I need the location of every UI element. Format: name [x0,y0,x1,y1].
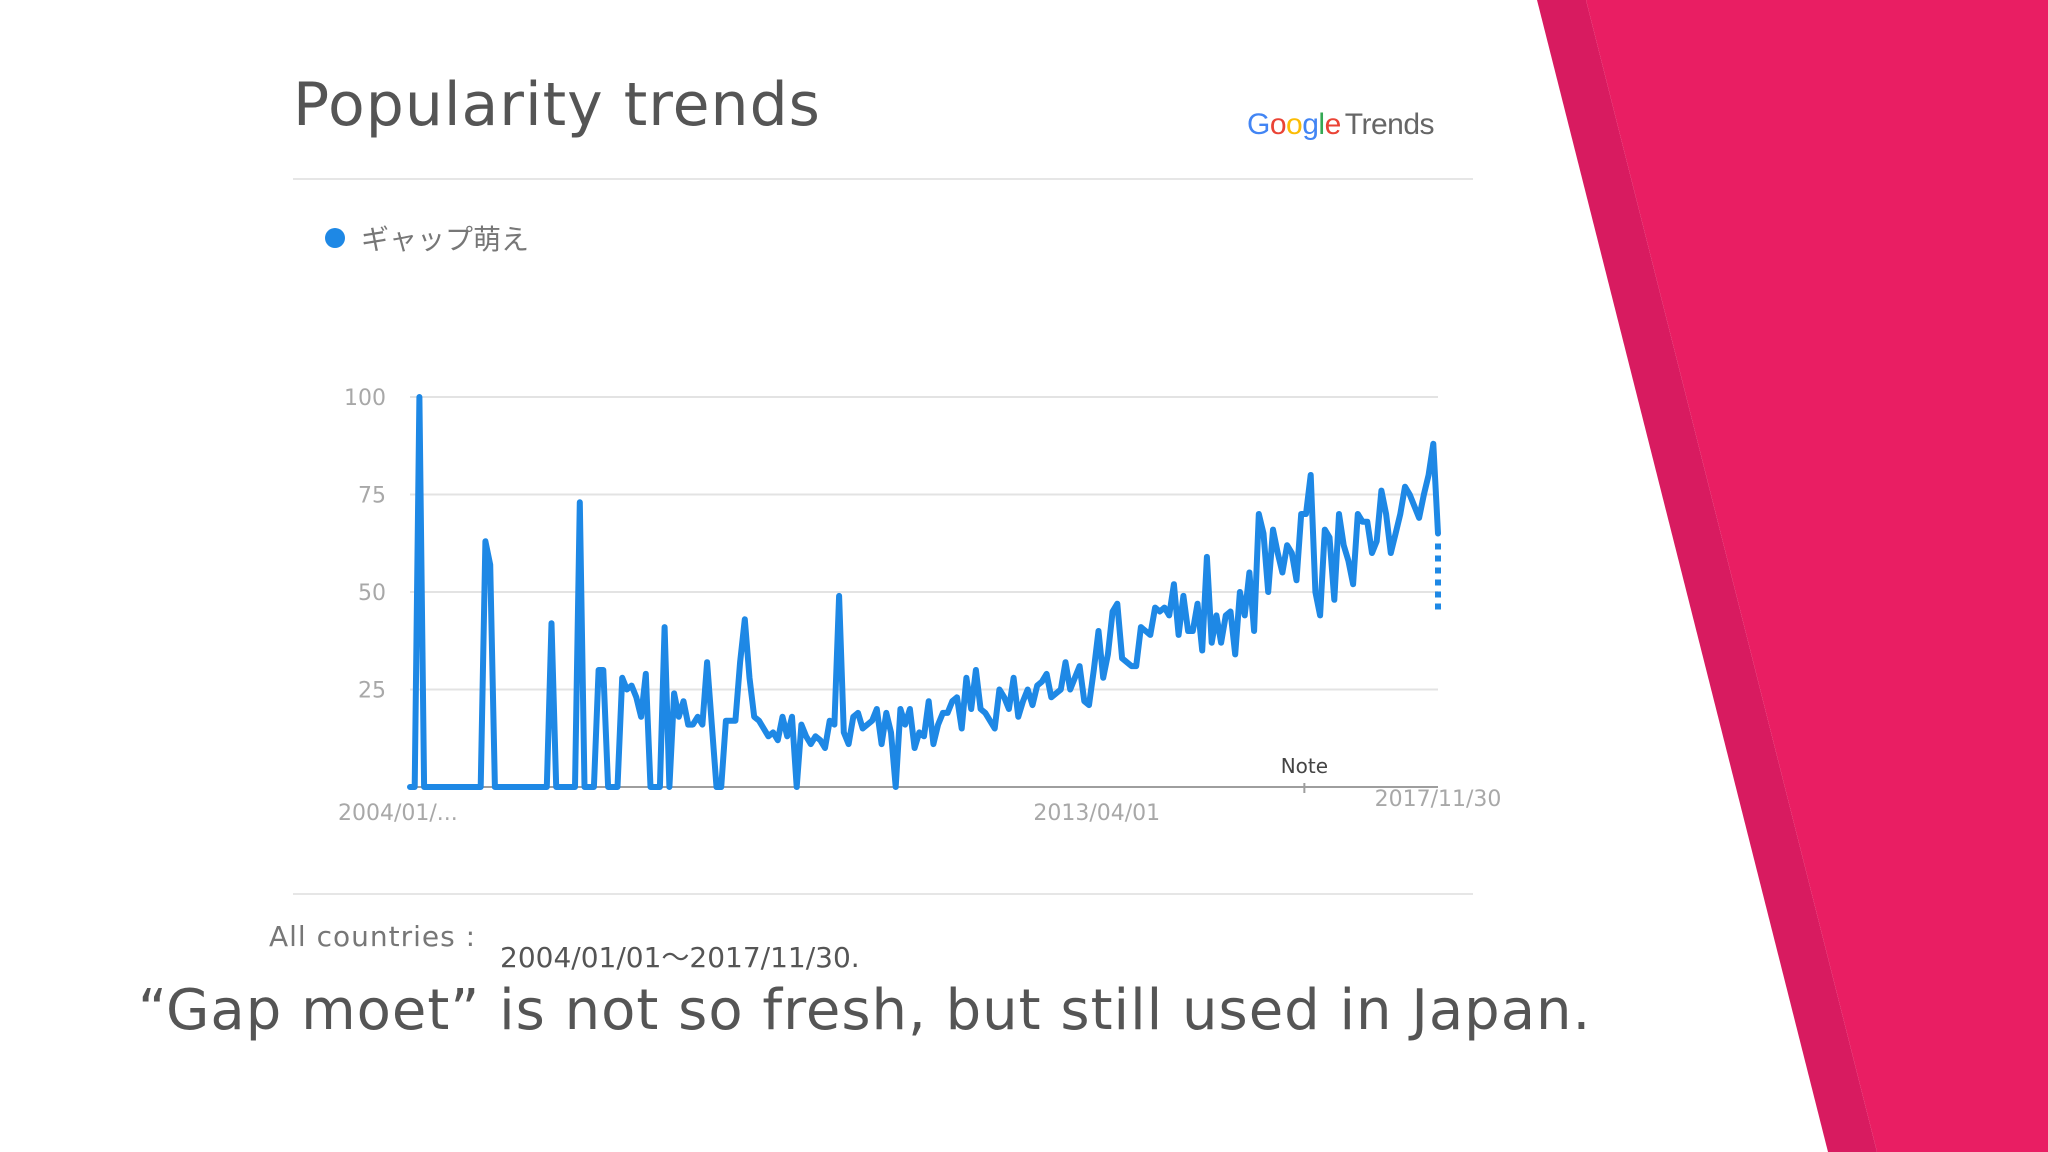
annotation-group: Note [1281,754,1328,793]
y-tick-label: 100 [344,386,386,411]
x-tick-label: 2013/04/01 [1033,801,1160,826]
legend-marker [325,228,345,248]
series-line [407,394,1441,790]
y-tick-label: 75 [358,484,386,509]
logo-letter: g [1302,108,1319,141]
legend-label: ギャップ萌え [361,223,530,256]
bottom-divider [293,893,1473,895]
x-tick-label: 2004/01/... [338,801,458,826]
y-tick-label: 25 [358,679,386,704]
top-divider [293,178,1473,180]
logo-letter: o [1269,108,1287,141]
slide-subtitle: “Gap moet” is not so fresh, but still us… [138,978,1592,1043]
x-tick-labels: 2004/01/... 2013/04/01 2017/11/30 [338,787,1501,826]
logo-letter: e [1324,108,1342,141]
date-range: 2004/01/01〜2017/11/30. [500,941,860,974]
y-tick-label: 50 [358,581,386,606]
logo-letter: G [1247,108,1270,141]
y-tick-labels: 100 75 50 25 [344,386,386,704]
series-group [407,394,1441,790]
logo-trends-word: Trends [1344,108,1435,141]
x-tick-label: 2017/11/30 [1375,787,1502,812]
annotation-label: Note [1281,754,1328,778]
logo-letter: o [1286,108,1303,141]
logo-letter: l [1318,108,1325,141]
page-title: Popularity trends [293,70,821,140]
google-trends-logo: Google Trends [1247,108,1435,142]
chart-legend: ギャップ萌え [325,218,529,258]
region-label: All countries : [269,920,477,953]
